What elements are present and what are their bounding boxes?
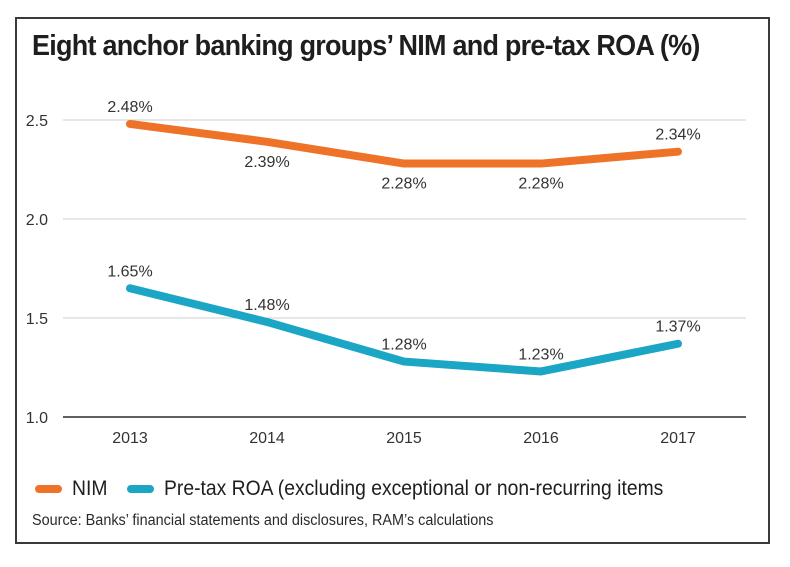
data-label: 1.37%: [655, 319, 700, 336]
data-label: 2.28%: [381, 176, 426, 193]
x-tick-label: 2016: [523, 430, 559, 447]
legend: NIM Pre-tax ROA (excluding exceptional o…: [35, 476, 722, 502]
series-lines: [126, 119, 682, 376]
data-label: 1.28%: [381, 337, 426, 354]
x-axis-ticks: 2013 2014 2015 2016 2017: [112, 430, 696, 447]
x-tick-label: 2015: [386, 430, 422, 447]
x-tick-label: 2014: [249, 430, 285, 447]
data-label: 1.48%: [244, 297, 289, 314]
data-labels: 2.48% 2.39% 2.28% 2.28% 2.34% 1.65% 1.48% 1.28%…: [107, 99, 700, 363]
data-label: 2.34%: [655, 127, 700, 144]
y-tick-label: 2.0: [26, 212, 48, 229]
x-tick-label: 2017: [660, 430, 696, 447]
legend-swatch-roa: [126, 485, 154, 493]
data-label: 1.65%: [107, 263, 152, 280]
y-tick-label: 2.5: [26, 113, 48, 130]
y-tick-label: 1.5: [26, 311, 48, 328]
source-note: Source: Banks’ financial statements and …: [32, 512, 494, 529]
gridlines: [63, 119, 746, 418]
data-label: 2.39%: [244, 154, 289, 171]
legend-item-nim: NIM: [35, 477, 111, 501]
legend-label-roa: Pre-tax ROA (excluding exceptional or no…: [163, 477, 663, 500]
data-label: 2.28%: [518, 176, 563, 193]
series-line-pretax-roa: [126, 284, 682, 376]
legend-item-roa: Pre-tax ROA (excluding exceptional or no…: [126, 477, 707, 501]
legend-label-nim: NIM: [72, 477, 108, 500]
y-tick-label: 1.0: [26, 410, 48, 427]
x-tick-label: 2013: [112, 430, 148, 447]
chart-title: Eight anchor banking groups’ NIM and pre…: [32, 30, 700, 62]
data-label: 2.48%: [107, 99, 152, 116]
legend-swatch-nim: [35, 485, 62, 493]
chart-frame: [15, 17, 770, 544]
y-axis-ticks: 1.0 1.5 2.0 2.5: [26, 113, 48, 427]
data-label: 1.23%: [518, 346, 563, 363]
series-line-nim: [126, 119, 682, 168]
